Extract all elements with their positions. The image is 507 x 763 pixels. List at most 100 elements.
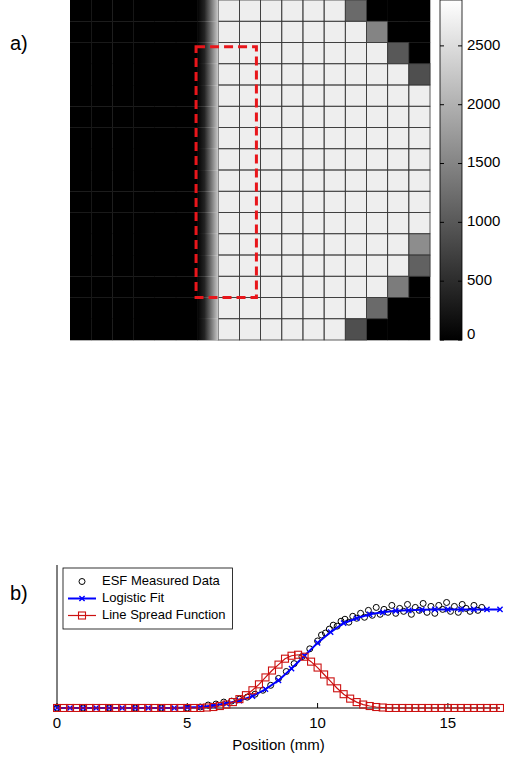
- x-tick-label: 0: [53, 714, 61, 731]
- tile-border: [324, 0, 345, 21]
- x-tick-label: 15: [440, 714, 457, 731]
- pixel-cell: [112, 213, 133, 235]
- tile-border: [388, 191, 409, 212]
- marker: [406, 608, 411, 613]
- pixel-cell: [134, 191, 155, 213]
- pixel-cell: [345, 255, 366, 277]
- pixel-cell: [112, 191, 133, 213]
- pixel-cell: [303, 298, 324, 320]
- legend-label: Logistic Fit: [102, 590, 165, 605]
- pixel-cell: [282, 43, 303, 65]
- tile-border: [324, 191, 345, 212]
- pixel-cell: [366, 170, 387, 192]
- tile-border: [409, 106, 430, 127]
- pixel-cell: [197, 234, 218, 256]
- marker: [301, 653, 308, 660]
- marker: [314, 664, 321, 671]
- pixel-cell: [345, 106, 366, 128]
- pixel-cell: [409, 255, 430, 277]
- pixel-cell: [134, 319, 155, 341]
- marker: [418, 705, 425, 712]
- tile-border: [366, 128, 387, 149]
- image-panel: a)05001000150020002500: [10, 0, 500, 342]
- pixel-cell: [70, 128, 91, 150]
- marker: [367, 612, 372, 617]
- pixel-cell: [388, 276, 409, 298]
- tile-border: [345, 149, 366, 170]
- colorbar-tick: [458, 222, 462, 223]
- marker: [112, 705, 119, 712]
- marker: [250, 694, 255, 699]
- pixel-cell: [345, 21, 366, 43]
- pixel-cell: [261, 319, 282, 341]
- pixel-cell: [176, 255, 197, 277]
- legend-marker: [79, 612, 86, 619]
- marker: [203, 704, 210, 711]
- tile-border: [282, 21, 303, 42]
- marker: [229, 699, 236, 706]
- pixel-cell: [345, 213, 366, 235]
- pixel-cell: [282, 149, 303, 171]
- marker: [288, 652, 295, 659]
- tile-border: [282, 255, 303, 276]
- tile-border: [282, 298, 303, 319]
- series: [54, 651, 504, 711]
- tile-border: [218, 191, 239, 212]
- marker: [438, 705, 445, 712]
- pixel-cell: [345, 85, 366, 107]
- tile-border: [303, 21, 324, 42]
- marker: [242, 692, 249, 699]
- colorbar: [440, 0, 462, 340]
- pixel-cell: [91, 21, 112, 43]
- tile-border: [366, 170, 387, 191]
- tile-border: [261, 64, 282, 85]
- marker: [275, 661, 282, 668]
- pixel-cell: [303, 64, 324, 86]
- pixel-cell: [282, 21, 303, 43]
- edge-blur: [197, 128, 218, 150]
- colorbar-tick-label: 0: [467, 325, 475, 342]
- edge-blur: [197, 64, 218, 86]
- pixel-cell: [366, 106, 387, 128]
- tile-border: [303, 191, 324, 212]
- marker: [262, 674, 269, 681]
- colorbar-tick: [440, 340, 444, 341]
- tile-border: [409, 213, 430, 234]
- marker: [392, 705, 399, 712]
- marker: [393, 608, 398, 613]
- pixel-cell: [134, 21, 155, 43]
- tile-border: [303, 85, 324, 106]
- marker: [177, 705, 184, 712]
- pixel-cell: [324, 85, 345, 107]
- tile-border: [218, 128, 239, 149]
- tile-border: [366, 191, 387, 212]
- pixel-cell: [70, 106, 91, 128]
- tile-border: [345, 128, 366, 149]
- panel-label: b): [10, 582, 28, 604]
- edge-blur: [197, 298, 218, 320]
- tile-border: [303, 276, 324, 297]
- pixel-cell: [261, 149, 282, 171]
- pixel-cell: [261, 213, 282, 235]
- tile-border: [345, 85, 366, 106]
- marker: [444, 705, 451, 712]
- pixel-cell: [112, 106, 133, 128]
- pixel-cell: [324, 43, 345, 65]
- pixel-cell: [70, 234, 91, 256]
- pixel-cell: [91, 43, 112, 65]
- edge-blur: [197, 170, 218, 192]
- pixel-cell: [324, 106, 345, 128]
- tile-border: [409, 255, 430, 276]
- pixel-cell: [218, 319, 239, 341]
- tile-border: [261, 106, 282, 127]
- marker: [386, 705, 393, 712]
- pixel-cell: [134, 276, 155, 298]
- pixel-cell: [155, 170, 176, 192]
- x-tick-label: 5: [183, 714, 191, 731]
- pixel-cell: [218, 191, 239, 213]
- tile-border: [345, 170, 366, 191]
- marker: [132, 705, 139, 712]
- pixel-cell: [155, 149, 176, 171]
- tile-border: [366, 255, 387, 276]
- tile-border: [388, 128, 409, 149]
